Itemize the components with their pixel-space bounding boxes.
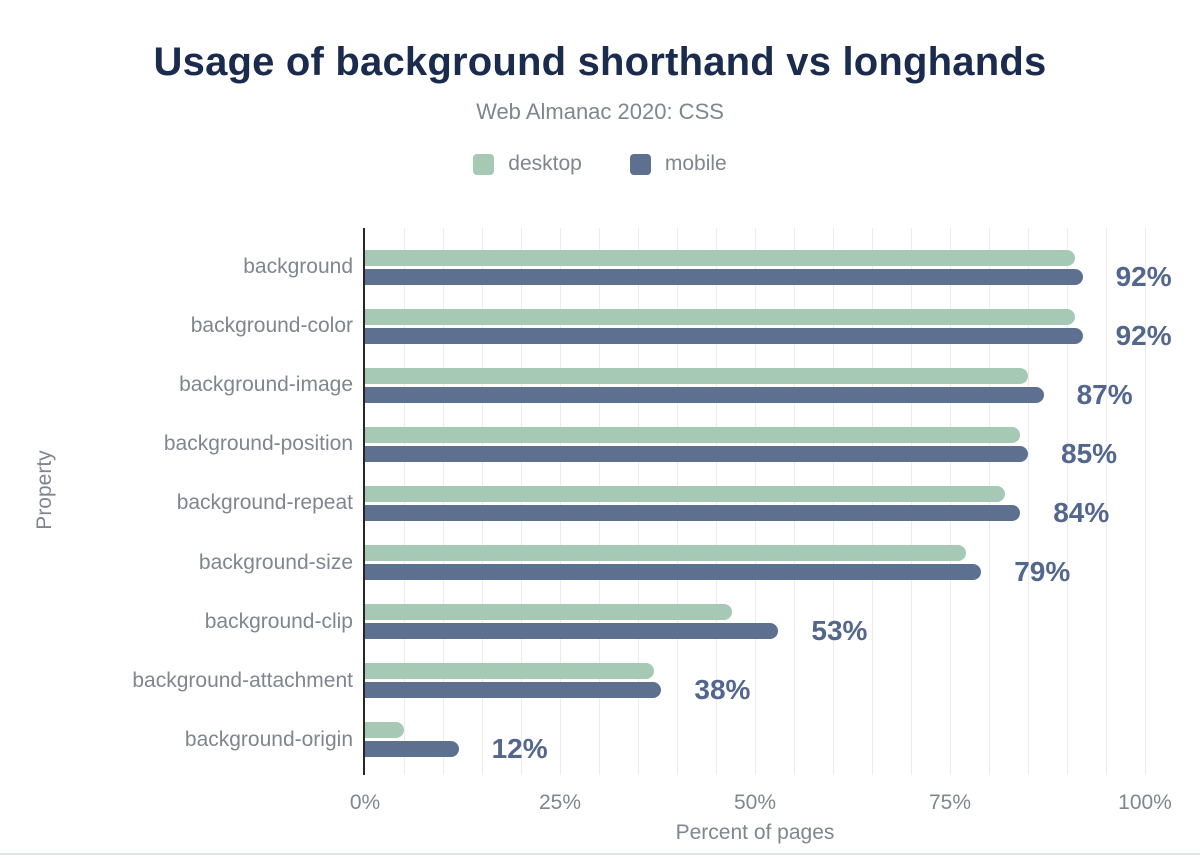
mobile-bar-background-color xyxy=(365,327,1083,344)
x-tick-label-100: 100% xyxy=(1118,791,1172,814)
desktop-bar-background-image xyxy=(365,367,1028,384)
mobile-bar-background-repeat xyxy=(365,504,1021,521)
x-tick-label-0: 0% xyxy=(349,791,381,814)
x-tick-label-25: 25% xyxy=(538,791,582,814)
desktop-bar-background-attachment xyxy=(365,663,654,680)
category-label-background-attachment: background-attachment xyxy=(132,668,353,692)
value-label-background-attachment: 38% xyxy=(694,674,751,706)
desktop-bar-background-repeat xyxy=(365,485,1005,502)
legend: desktop mobile xyxy=(0,152,1200,176)
y-axis-title: Property xyxy=(33,450,56,530)
gridline-95pct xyxy=(1106,228,1107,775)
page-bottom-border xyxy=(0,853,1200,855)
mobile-bar-background-clip xyxy=(365,623,779,640)
legend-item-desktop: desktop xyxy=(473,152,582,176)
mobile-bar-background-position xyxy=(365,445,1028,462)
value-label-background-repeat: 84% xyxy=(1053,496,1110,528)
desktop-bar-background-clip xyxy=(365,604,732,621)
value-label-background-size: 79% xyxy=(1014,556,1071,587)
legend-label-mobile: mobile xyxy=(664,152,727,175)
category-label-background-image: background-image xyxy=(179,373,353,397)
gridline-90pct xyxy=(1067,228,1068,775)
category-label-background-position: background-position xyxy=(163,432,353,456)
category-label-background-size: background-size xyxy=(198,550,353,574)
x-axis-title: Percent of pages xyxy=(675,821,835,844)
value-label-background-origin: 12% xyxy=(491,733,548,765)
value-label-background-image: 87% xyxy=(1076,378,1133,410)
mobile-bar-background-attachment xyxy=(365,682,662,699)
legend-label-desktop: desktop xyxy=(508,152,582,175)
x-tick-label-75: 75% xyxy=(928,791,972,814)
value-label-background: 92% xyxy=(1115,260,1172,292)
mobile-bar-background xyxy=(365,268,1083,285)
mobile-bar-background-size xyxy=(365,564,982,580)
chart-subtitle: Web Almanac 2020: CSS xyxy=(476,99,724,124)
x-tick-label-50: 50% xyxy=(733,791,777,814)
value-label-background-position: 85% xyxy=(1061,437,1118,469)
legend-item-mobile: mobile xyxy=(629,152,727,176)
plot-area xyxy=(363,228,1146,775)
desktop-bar-background-size xyxy=(365,545,966,561)
legend-swatch-mobile-icon xyxy=(629,153,651,175)
gridline-85pct xyxy=(1028,228,1029,775)
desktop-bar-background-color xyxy=(365,308,1075,325)
value-label-background-color: 92% xyxy=(1115,319,1172,351)
category-label-background-origin: background-origin xyxy=(184,727,353,751)
mobile-bar-background-image xyxy=(365,386,1044,403)
legend-swatch-desktop-icon xyxy=(473,153,495,175)
desktop-bar-background-origin xyxy=(365,722,404,739)
category-label-background-clip: background-clip xyxy=(204,609,353,633)
y-axis-line xyxy=(363,228,365,775)
chart-title: Usage of background shorthand vs longhan… xyxy=(153,40,1047,84)
value-label-background-clip: 53% xyxy=(811,615,868,647)
category-label-background-color: background-color xyxy=(190,314,353,338)
desktop-bar-background xyxy=(365,249,1075,266)
category-label-background-repeat: background-repeat xyxy=(176,491,353,515)
category-label-background: background xyxy=(243,255,353,278)
gridline-100pct xyxy=(1145,228,1146,775)
mobile-bar-background-origin xyxy=(365,741,459,758)
desktop-bar-background-position xyxy=(365,426,1021,443)
